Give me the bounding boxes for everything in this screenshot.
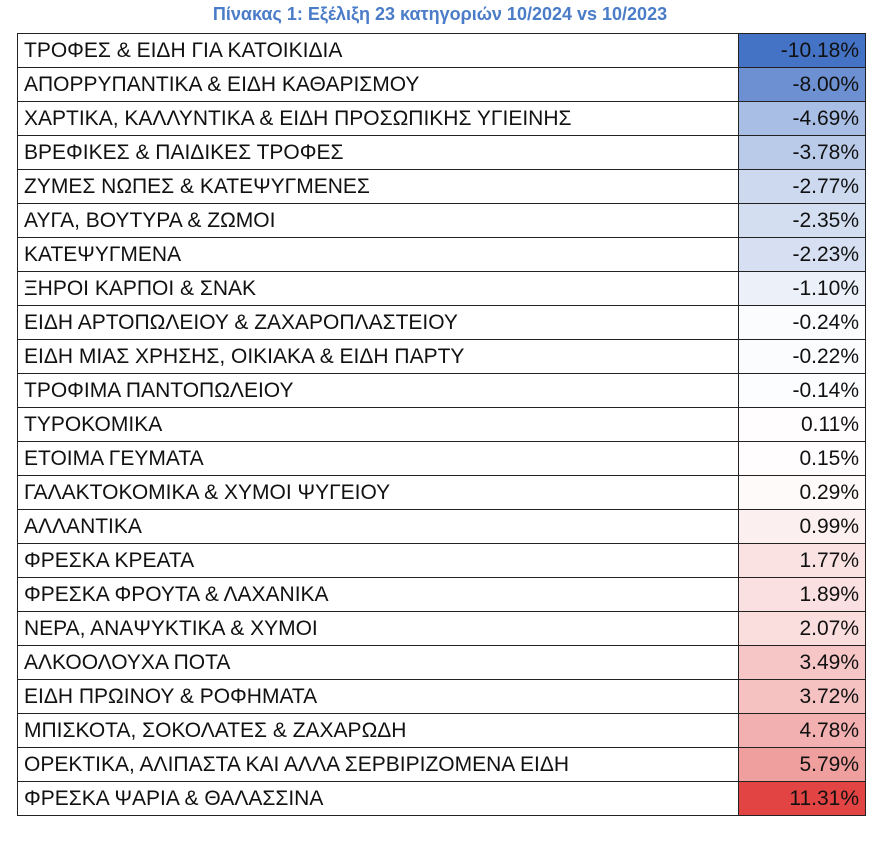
change-cell: 0.11% xyxy=(738,407,866,442)
category-cell: ΑΠΟΡΡΥΠΑΝΤΙΚΑ & ΕΙΔΗ ΚΑΘΑΡΙΣΜΟΥ xyxy=(17,67,739,102)
category-cell: ΓΑΛΑΚΤΟΚΟΜΙΚΑ & ΧΥΜΟΙ ΨΥΓΕΙΟΥ xyxy=(17,475,739,510)
change-cell: 1.89% xyxy=(738,577,866,612)
category-cell: ΧΑΡΤΙΚΑ, ΚΑΛΛΥΝΤΙΚΑ & ΕΙΔΗ ΠΡΟΣΩΠΙΚΗΣ ΥΓ… xyxy=(17,101,739,136)
table-row: ΓΑΛΑΚΤΟΚΟΜΙΚΑ & ΧΥΜΟΙ ΨΥΓΕΙΟΥ 0.29% xyxy=(17,475,866,510)
change-cell: 5.79% xyxy=(738,747,866,782)
change-cell: -0.22% xyxy=(738,339,866,374)
category-cell: ΚΑΤΕΨΥΓΜΕΝΑ xyxy=(17,237,739,272)
category-cell: ΜΠΙΣΚΟΤΑ, ΣΟΚΟΛΑΤΕΣ & ΖΑΧΑΡΩΔΗ xyxy=(17,713,739,748)
category-cell: ΟΡΕΚΤΙΚΑ, ΑΛΙΠΑΣΤΑ ΚΑΙ ΑΛΛΑ ΣΕΡΒΙΡΙΖΟΜΕΝ… xyxy=(17,747,739,782)
category-cell: ΦΡΕΣΚΑ ΚΡΕΑΤΑ xyxy=(17,543,739,578)
change-cell: -2.23% xyxy=(738,237,866,272)
table-row: ΑΛΛΑΝΤΙΚΑ 0.99% xyxy=(17,509,866,544)
category-cell: ΦΡΕΣΚΑ ΨΑΡΙΑ & ΘΑΛΑΣΣΙΝΑ xyxy=(17,781,739,816)
change-cell: 0.99% xyxy=(738,509,866,544)
table-row: ΕΙΔΗ ΠΡΩΙΝΟΥ & ΡΟΦΗΜΑΤΑ 3.72% xyxy=(17,679,866,714)
category-cell: ΕΙΔΗ ΠΡΩΙΝΟΥ & ΡΟΦΗΜΑΤΑ xyxy=(17,679,739,714)
change-cell: -3.78% xyxy=(738,135,866,170)
category-cell: ΕΤΟΙΜΑ ΓΕΥΜΑΤΑ xyxy=(17,441,739,476)
table-row: ΞΗΡΟΙ ΚΑΡΠΟΙ & ΣΝΑΚ -1.10% xyxy=(17,271,866,306)
table-title: Πίνακας 1: Εξέλιξη 23 κατηγοριών 10/2024… xyxy=(212,4,668,24)
category-cell: ΤΡΟΦΕΣ & ΕΙΔΗ ΓΙΑ ΚΑΤΟΙΚΙΔΙΑ xyxy=(17,33,739,68)
table-row: ΚΑΤΕΨΥΓΜΕΝΑ -2.23% xyxy=(17,237,866,272)
table-row: ΒΡΕΦΙΚΕΣ & ΠΑΙΔΙΚΕΣ ΤΡΟΦΕΣ -3.78% xyxy=(17,135,866,170)
change-cell: 1.77% xyxy=(738,543,866,578)
change-cell: -2.77% xyxy=(738,169,866,204)
category-cell: ΑΥΓΑ, ΒΟΥΤΥΡΑ & ΖΩΜΟΙ xyxy=(17,203,739,238)
table-row: ΖΥΜΕΣ ΝΩΠΕΣ & ΚΑΤΕΨΥΓΜΕΝΕΣ -2.77% xyxy=(17,169,866,204)
category-cell: ΑΛΚΟΟΛΟΥΧΑ ΠΟΤΑ xyxy=(17,645,739,680)
table-row: ΤΥΡΟΚΟΜΙΚΑ 0.11% xyxy=(17,407,866,442)
change-cell: -0.14% xyxy=(738,373,866,408)
change-cell: -8.00% xyxy=(738,67,866,102)
category-cell: ΕΙΔΗ ΜΙΑΣ ΧΡΗΣΗΣ, ΟΙΚΙΑΚΑ & ΕΙΔΗ ΠΑΡΤΥ xyxy=(17,339,739,374)
table-row: ΤΡΟΦΕΣ & ΕΙΔΗ ΓΙΑ ΚΑΤΟΙΚΙΔΙΑ -10.18% xyxy=(17,33,866,68)
change-cell: 0.29% xyxy=(738,475,866,510)
change-cell: -1.10% xyxy=(738,271,866,306)
change-cell: -0.24% xyxy=(738,305,866,340)
change-cell: 11.31% xyxy=(738,781,866,816)
change-cell: -10.18% xyxy=(738,33,866,68)
category-cell: ΑΛΛΑΝΤΙΚΑ xyxy=(17,509,739,544)
change-cell: 0.15% xyxy=(738,441,866,476)
category-cell: ΒΡΕΦΙΚΕΣ & ΠΑΙΔΙΚΕΣ ΤΡΟΦΕΣ xyxy=(17,135,739,170)
table-row: ΦΡΕΣΚΑ ΦΡΟΥΤΑ & ΛΑΧΑΝΙΚΑ 1.89% xyxy=(17,577,866,612)
table-row: ΕΙΔΗ ΑΡΤΟΠΩΛΕΙΟΥ & ΖΑΧΑΡΟΠΛΑΣΤΕΙΟΥ -0.24% xyxy=(17,305,866,340)
change-cell: 2.07% xyxy=(738,611,866,646)
table-row: ΤΡΟΦΙΜΑ ΠΑΝΤΟΠΩΛΕΙΟΥ -0.14% xyxy=(17,373,866,408)
category-cell: ΝΕΡΑ, ΑΝΑΨΥΚΤΙΚΑ & ΧΥΜΟΙ xyxy=(17,611,739,646)
table-row: ΑΛΚΟΟΛΟΥΧΑ ΠΟΤΑ 3.49% xyxy=(17,645,866,680)
category-cell: ΤΥΡΟΚΟΜΙΚΑ xyxy=(17,407,739,442)
change-cell: 3.49% xyxy=(738,645,866,680)
table-row: ΑΠΟΡΡΥΠΑΝΤΙΚΑ & ΕΙΔΗ ΚΑΘΑΡΙΣΜΟΥ -8.00% xyxy=(17,67,866,102)
table-row: ΑΥΓΑ, ΒΟΥΤΥΡΑ & ΖΩΜΟΙ -2.35% xyxy=(17,203,866,238)
category-cell: ΕΙΔΗ ΑΡΤΟΠΩΛΕΙΟΥ & ΖΑΧΑΡΟΠΛΑΣΤΕΙΟΥ xyxy=(17,305,739,340)
category-cell: ΞΗΡΟΙ ΚΑΡΠΟΙ & ΣΝΑΚ xyxy=(17,271,739,306)
table-row: ΧΑΡΤΙΚΑ, ΚΑΛΛΥΝΤΙΚΑ & ΕΙΔΗ ΠΡΟΣΩΠΙΚΗΣ ΥΓ… xyxy=(17,101,866,136)
table-row: ΝΕΡΑ, ΑΝΑΨΥΚΤΙΚΑ & ΧΥΜΟΙ 2.07% xyxy=(17,611,866,646)
table-row: ΕΤΟΙΜΑ ΓΕΥΜΑΤΑ 0.15% xyxy=(17,441,866,476)
table-row: ΕΙΔΗ ΜΙΑΣ ΧΡΗΣΗΣ, ΟΙΚΙΑΚΑ & ΕΙΔΗ ΠΑΡΤΥ -0… xyxy=(17,339,866,374)
category-cell: ΖΥΜΕΣ ΝΩΠΕΣ & ΚΑΤΕΨΥΓΜΕΝΕΣ xyxy=(17,169,739,204)
change-cell: 4.78% xyxy=(738,713,866,748)
table-row: ΦΡΕΣΚΑ ΚΡΕΑΤΑ 1.77% xyxy=(17,543,866,578)
table-row: ΟΡΕΚΤΙΚΑ, ΑΛΙΠΑΣΤΑ ΚΑΙ ΑΛΛΑ ΣΕΡΒΙΡΙΖΟΜΕΝ… xyxy=(17,747,866,782)
change-cell: -2.35% xyxy=(738,203,866,238)
category-cell: ΦΡΕΣΚΑ ΦΡΟΥΤΑ & ΛΑΧΑΝΙΚΑ xyxy=(17,577,739,612)
table: ΤΡΟΦΕΣ & ΕΙΔΗ ΓΙΑ ΚΑΤΟΙΚΙΔΙΑ -10.18% ΑΠΟΡΡ… xyxy=(17,33,866,816)
change-cell: -4.69% xyxy=(738,101,866,136)
category-cell: ΤΡΟΦΙΜΑ ΠΑΝΤΟΠΩΛΕΙΟΥ xyxy=(17,373,739,408)
table-row: ΦΡΕΣΚΑ ΨΑΡΙΑ & ΘΑΛΑΣΣΙΝΑ 11.31% xyxy=(17,781,866,816)
change-cell: 3.72% xyxy=(738,679,866,714)
table-row: ΜΠΙΣΚΟΤΑ, ΣΟΚΟΛΑΤΕΣ & ΖΑΧΑΡΩΔΗ 4.78% xyxy=(17,713,866,748)
